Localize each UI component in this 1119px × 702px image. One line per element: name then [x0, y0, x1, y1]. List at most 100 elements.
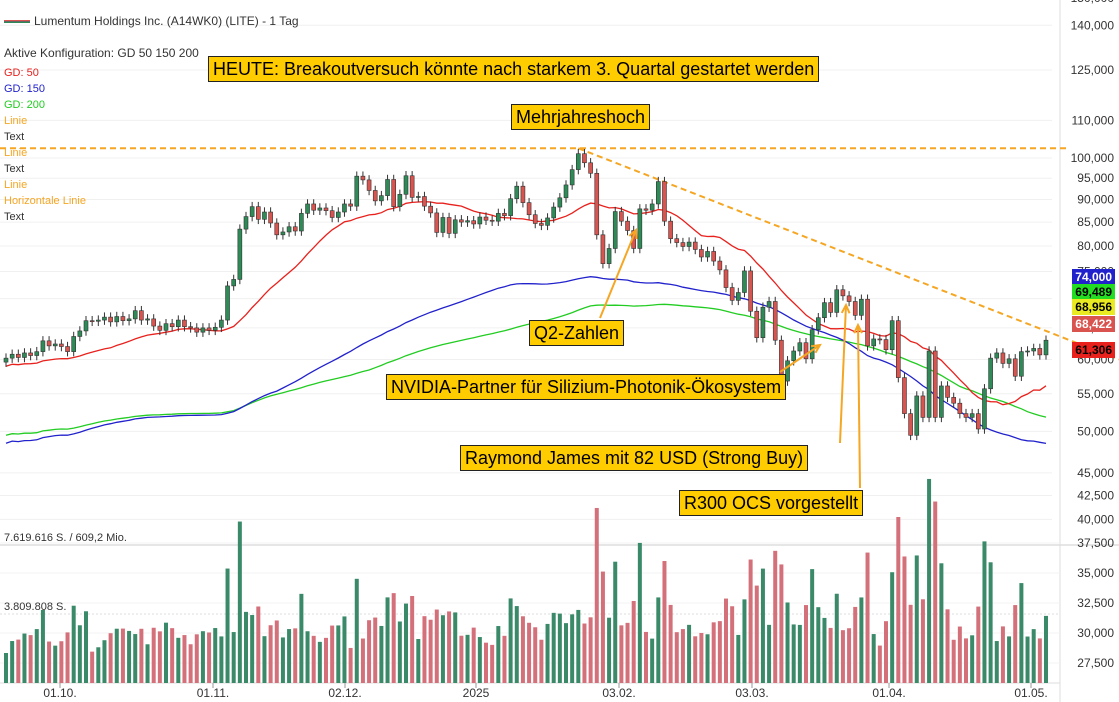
candle: [957, 398, 963, 419]
volume-bar: [717, 621, 722, 683]
candle: [1019, 346, 1024, 381]
candle-body: [262, 211, 267, 220]
candle-body: [969, 413, 975, 418]
volume-bar: [428, 619, 433, 683]
candle: [643, 204, 649, 215]
candle-body: [311, 203, 316, 211]
volume-bar: [120, 628, 125, 683]
candle: [286, 222, 292, 237]
candle: [409, 171, 415, 203]
candle: [723, 265, 729, 293]
candle: [46, 336, 52, 351]
date-tick-label: 03.02.: [602, 686, 635, 700]
candle: [132, 305, 138, 324]
candle-body: [859, 298, 864, 316]
candle: [434, 208, 440, 238]
candle-body: [834, 289, 840, 313]
candle-body: [83, 320, 89, 332]
candle-body: [342, 203, 347, 213]
candle: [465, 215, 470, 227]
volume-bar: [299, 593, 304, 683]
candle-body: [902, 377, 907, 414]
candle-body: [188, 326, 193, 329]
volume-bar: [77, 625, 82, 683]
volume-bar: [231, 632, 236, 683]
candle-body: [551, 206, 556, 219]
candle-body: [1037, 348, 1043, 356]
candle: [9, 349, 15, 363]
price-tag-gd200: 68,956: [1072, 299, 1115, 315]
candle-body: [132, 310, 138, 320]
volume-bar: [1000, 626, 1005, 683]
arrow-head: [810, 343, 822, 354]
candle-body: [588, 162, 593, 174]
candle-body: [317, 207, 323, 211]
volume-bar: [742, 599, 747, 683]
volume-bar: [1044, 615, 1048, 683]
volume-bar: [422, 616, 427, 683]
volume-bar: [711, 622, 716, 683]
annotation-arrows: [599, 227, 863, 489]
candle-body: [108, 316, 113, 323]
candle-body: [225, 285, 230, 321]
volume-bar: [847, 628, 852, 683]
candle: [729, 282, 735, 306]
price-tag-last: 61,306: [1072, 342, 1115, 358]
candle-body: [619, 211, 624, 222]
price-tag-74: 74,000: [1072, 269, 1115, 285]
candle: [926, 346, 932, 423]
candle: [397, 189, 403, 212]
candle-body: [772, 301, 778, 341]
candle: [22, 348, 27, 363]
candle: [360, 171, 366, 185]
candle-body: [354, 175, 360, 207]
candle-body: [988, 357, 993, 390]
candle-body: [514, 185, 520, 199]
volume-bar: [545, 623, 550, 683]
volume-bar: [859, 597, 864, 683]
volume-bar: [84, 611, 88, 683]
candle: [545, 213, 550, 231]
candle: [526, 197, 532, 220]
candle: [994, 348, 1000, 363]
candle: [292, 222, 298, 236]
candle-body: [206, 327, 212, 331]
candle-body: [760, 306, 766, 339]
price-tick-label: 140,000: [1071, 18, 1115, 32]
candle: [859, 294, 864, 321]
volume-bar: [637, 542, 642, 683]
volume-bar: [908, 604, 913, 683]
volume-bar: [797, 624, 802, 683]
candle-body: [256, 206, 261, 220]
candle: [96, 315, 101, 327]
candle: [760, 302, 766, 343]
volume-bar: [262, 636, 267, 683]
candle-body: [963, 413, 969, 418]
volume-bar: [305, 631, 310, 683]
volume-tick-label: 30,000: [1077, 626, 1114, 640]
volume-bar: [736, 634, 741, 683]
legend-entry: Text: [4, 211, 25, 223]
candle-body: [219, 319, 224, 328]
candle-body: [877, 338, 883, 341]
volume-bar: [520, 616, 525, 683]
candle-body: [1019, 351, 1024, 377]
volume-bar: [613, 561, 618, 683]
candle-body: [182, 319, 187, 327]
volume-bar: [182, 635, 187, 683]
volume-bar: [502, 635, 507, 683]
volume-bar: [256, 606, 261, 683]
candle-body: [606, 248, 612, 264]
candle-body: [563, 184, 569, 199]
candle: [1000, 348, 1006, 369]
candle: [939, 381, 944, 423]
volume-bar: [453, 612, 458, 683]
candle: [612, 206, 618, 254]
candle-body: [446, 217, 452, 234]
legend-entry: Text: [4, 131, 25, 143]
volume-bar: [810, 569, 815, 683]
volume-bar: [631, 600, 636, 683]
candle: [809, 325, 815, 364]
volume-bar: [447, 611, 452, 683]
volume-bar: [791, 624, 796, 683]
